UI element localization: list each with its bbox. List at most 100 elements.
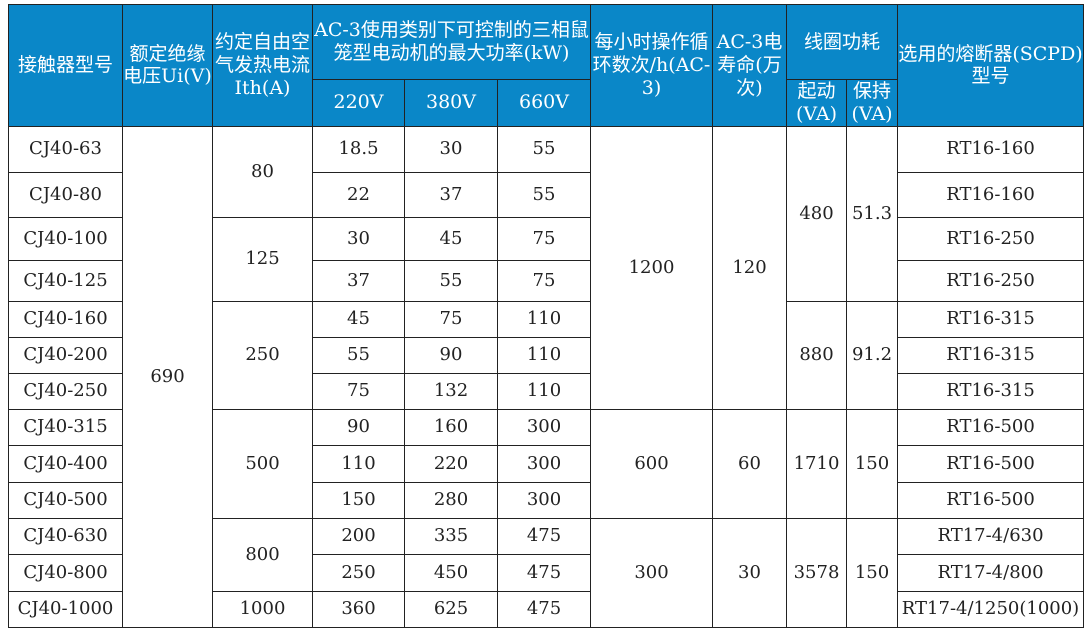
power-660v-cell: 55 xyxy=(497,171,591,218)
model-cell: CJ40-315 xyxy=(8,408,123,446)
header-start: 起动(VA) xyxy=(786,79,847,127)
table-row: CJ40-400 110 220 300 RT16-500 xyxy=(8,444,1085,483)
power-660v-cell: 110 xyxy=(497,336,591,374)
power-660v-cell: 110 xyxy=(497,300,591,338)
power-220v-cell: 75 xyxy=(312,372,405,410)
fuse-cell: RT16-250 xyxy=(897,259,1085,302)
power-660v-cell: 475 xyxy=(497,517,591,555)
power-380v-cell: 55 xyxy=(404,259,498,302)
table-row: CJ40-1000 1000 360 625 475 RT17-4/1250(1000) xyxy=(8,590,1085,628)
header-coil: 线圈功耗 xyxy=(785,4,899,80)
fuse-cell: RT16-160 xyxy=(897,171,1085,218)
fuse-cell: RT16-250 xyxy=(897,216,1085,261)
power-660v-cell: 475 xyxy=(497,590,591,628)
ith-cell: 125 xyxy=(212,216,313,302)
fuse-cell: RT16-160 xyxy=(897,125,1085,173)
start-va-cell: 880 xyxy=(786,300,847,410)
cycles-cell: 300 xyxy=(590,517,713,628)
power-660v-cell: 300 xyxy=(497,408,591,446)
ith-cell: 800 xyxy=(212,517,313,592)
table-row: CJ40-250 75 132 110 RT16-315 xyxy=(8,372,1085,410)
power-220v-cell: 90 xyxy=(312,408,405,446)
header-power: AC-3使用类别下可控制的三相鼠笼型电动机的最大功率(kW) xyxy=(312,4,591,80)
power-380v-cell: 132 xyxy=(404,372,498,410)
ui-cell: 690 xyxy=(122,125,213,628)
power-220v-cell: 250 xyxy=(312,553,405,592)
table-row: CJ40-800 250 450 475 RT17-4/800 xyxy=(8,553,1085,592)
cycles-cell: 1200 xyxy=(590,125,713,410)
fuse-cell: RT16-315 xyxy=(897,372,1085,410)
table-row: CJ40-80 22 37 55 RT16-160 xyxy=(8,171,1085,218)
table-row: CJ40-315 500 90 160 300 600 60 1710 150 RT16-500 xyxy=(8,408,1085,519)
ith-cell: 1000 xyxy=(212,590,313,628)
model-cell: CJ40-125 xyxy=(8,259,123,302)
power-220v-cell: 200 xyxy=(312,517,405,555)
model-cell: CJ40-250 xyxy=(8,372,123,410)
header-cycles: 每小时操作循环数次/h(AC-3) xyxy=(590,4,713,127)
power-220v-cell: 30 xyxy=(312,216,405,261)
power-380v-cell: 90 xyxy=(404,336,498,374)
power-660v-cell: 300 xyxy=(497,481,591,519)
table-row: CJ40-160 250 45 75 110 880 91.2 RT16-315 xyxy=(8,300,1085,410)
start-va-cell: 1710 xyxy=(786,408,847,519)
power-380v-cell: 220 xyxy=(404,444,498,483)
ith-cell: 250 xyxy=(212,300,313,410)
start-va-cell: 480 xyxy=(786,125,847,302)
power-380v-cell: 160 xyxy=(404,408,498,446)
model-cell: CJ40-630 xyxy=(8,517,123,555)
model-cell: CJ40-400 xyxy=(8,444,123,483)
model-cell: CJ40-80 xyxy=(8,171,123,218)
fuse-cell: RT16-315 xyxy=(897,336,1085,374)
hold-va-cell: 51.3 xyxy=(845,125,899,302)
fuse-cell: RT17-4/1250(1000) xyxy=(897,590,1085,628)
fuse-cell: RT16-500 xyxy=(897,481,1085,519)
power-380v-cell: 37 xyxy=(404,171,498,218)
model-cell: CJ40-500 xyxy=(8,481,123,519)
power-220v-cell: 45 xyxy=(312,300,405,338)
ith-cell: 80 xyxy=(212,125,313,218)
power-380v-cell: 75 xyxy=(404,300,498,338)
model-cell: CJ40-200 xyxy=(8,336,123,374)
model-cell: CJ40-100 xyxy=(8,216,123,261)
power-380v-cell: 45 xyxy=(404,216,498,261)
power-660v-cell: 110 xyxy=(497,372,591,410)
model-cell: CJ40-1000 xyxy=(8,590,123,628)
power-220v-cell: 150 xyxy=(312,481,405,519)
power-220v-cell: 18.5 xyxy=(312,125,405,173)
power-380v-cell: 30 xyxy=(404,125,498,173)
power-660v-cell: 475 xyxy=(497,553,591,592)
hold-va-cell: 150 xyxy=(845,517,899,628)
cycles-cell: 600 xyxy=(590,408,713,519)
life-cell: 30 xyxy=(712,517,787,628)
model-cell: CJ40-800 xyxy=(8,553,123,592)
power-220v-cell: 22 xyxy=(312,171,405,218)
power-660v-cell: 55 xyxy=(497,125,591,173)
header-ui: 额定绝缘电压Ui(V) xyxy=(122,4,213,127)
fuse-cell: RT16-500 xyxy=(897,444,1085,483)
header-fuse: 选用的熔断器(SCPD)型号 xyxy=(897,4,1085,127)
hold-va-cell: 150 xyxy=(845,408,899,519)
fuse-cell: RT17-4/630 xyxy=(897,517,1085,555)
power-660v-cell: 300 xyxy=(497,444,591,483)
power-380v-cell: 335 xyxy=(404,517,498,555)
table-row: CJ40-63 690 80 18.5 30 55 1200 120 480 51.3 RT16-1… xyxy=(8,125,1085,628)
fuse-cell: RT17-4/800 xyxy=(897,553,1085,592)
power-660v-cell: 75 xyxy=(497,259,591,302)
power-220v-cell: 360 xyxy=(312,590,405,628)
model-cell: CJ40-63 xyxy=(8,125,123,173)
table-row: CJ40-200 55 90 110 RT16-315 xyxy=(8,336,1085,374)
ith-cell: 500 xyxy=(212,408,313,519)
model-cell: CJ40-160 xyxy=(8,300,123,338)
header-660v: 660V xyxy=(497,79,591,127)
power-380v-cell: 280 xyxy=(404,481,498,519)
header-life: AC-3电寿命(万次) xyxy=(712,4,787,127)
power-660v-cell: 75 xyxy=(497,216,591,261)
life-cell: 120 xyxy=(712,125,787,410)
power-220v-cell: 110 xyxy=(312,444,405,483)
header-model: 接触器型号 xyxy=(8,4,123,127)
table-row: CJ40-500 150 280 300 RT16-500 xyxy=(8,481,1085,519)
table-row: CJ40-100 125 30 45 75 RT16-250 xyxy=(8,216,1085,302)
power-220v-cell: 55 xyxy=(312,336,405,374)
hold-va-cell: 91.2 xyxy=(845,300,899,410)
life-cell: 60 xyxy=(712,408,787,519)
